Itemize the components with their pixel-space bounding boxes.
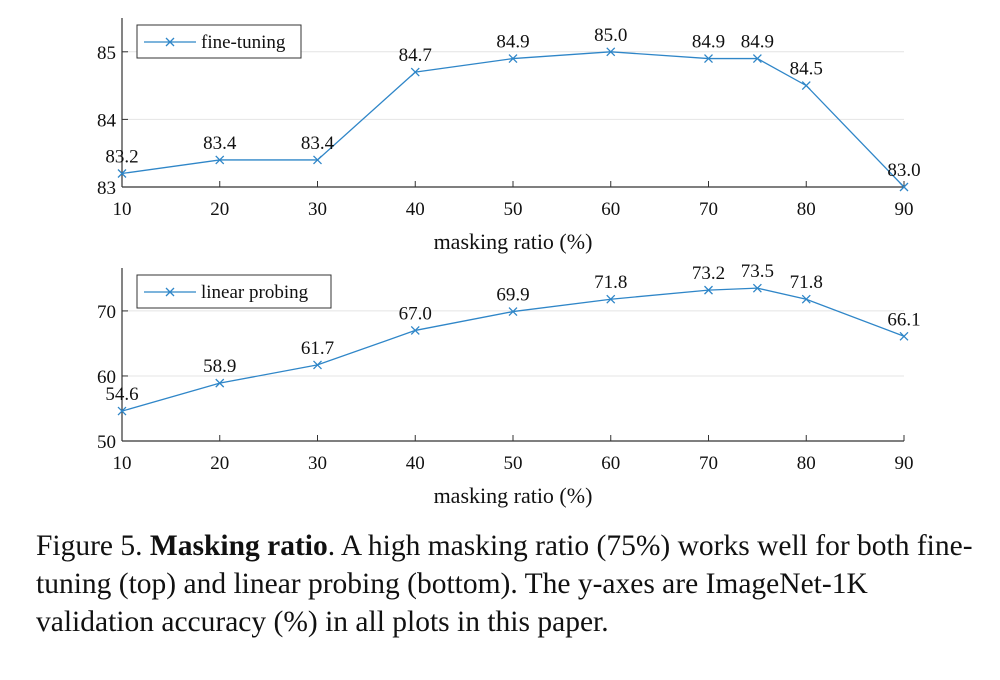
x-tick-label: 80 [797,453,816,474]
data-point-marker [899,182,909,192]
data-point-marker [752,283,762,293]
series-line [121,51,905,188]
data-label: 73.5 [741,261,774,282]
data-point-marker [752,54,762,64]
y-tick-label: 84 [97,110,117,131]
data-point-marker [606,47,616,57]
data-label: 83.4 [301,133,335,154]
data-point-marker [508,307,518,317]
masking-ratio-figure: 83 84 85 10 20 30 40 50 60 70 80 90 masking ratio (%… [97,18,921,508]
data-point-marker [410,67,420,77]
x-tick-label: 50 [504,199,523,220]
data-point-marker [313,360,322,370]
data-label: 84.9 [692,32,725,53]
caption-title: Masking ratio [149,530,328,562]
x-tick-label: 50 [504,453,523,474]
data-label: 73.2 [692,263,725,284]
caption-text: . A high masking ratio (75%) works well … [36,530,973,638]
data-point-marker [508,54,518,64]
legend-marker [165,287,175,297]
data-point-marker [215,378,225,388]
data-point-marker [899,331,909,341]
data-point-marker [410,325,420,335]
data-label: 84.5 [790,59,823,80]
figure-caption: Figure 5. Masking ratio. A high masking … [36,527,986,641]
data-point-marker [313,155,322,165]
y-tick-label: 85 [97,43,116,64]
caption-prefix: Figure 5. [36,530,150,562]
data-label: 85.0 [594,25,627,46]
data-label: 84.9 [741,32,774,53]
x-tick-label: 20 [210,453,229,474]
legend-label: linear probing [201,282,309,303]
x-tick-label: 90 [895,453,914,474]
data-point-marker [606,294,616,304]
data-label: 54.6 [105,384,138,405]
data-label: 66.1 [887,309,920,330]
x-tick-label: 10 [113,199,132,220]
data-point-marker [704,285,713,295]
data-label: 83.0 [887,160,920,181]
x-tick-label: 40 [406,199,425,220]
series-line [121,287,905,412]
data-point-marker [215,155,225,165]
x-tick-label: 60 [601,199,620,220]
y-tick-label: 50 [97,432,116,453]
data-point-marker [117,169,127,178]
legend-label: fine-tuning [201,32,286,53]
x-axis-label: masking ratio (%) [434,483,593,508]
panel-linear-probing: 50 60 70 10 20 30 40 50 60 70 80 90 masking ratio (%… [97,261,921,508]
y-tick-label: 83 [97,178,116,199]
data-point-marker [801,81,811,91]
data-label: 58.9 [203,356,236,377]
legend-marker [165,37,175,47]
x-tick-label: 20 [210,199,229,220]
x-tick-label: 60 [601,453,620,474]
data-label: 71.8 [790,272,823,293]
x-tick-label: 10 [113,453,132,474]
panel-fine-tuning: 83 84 85 10 20 30 40 50 60 70 80 90 masking ratio (%… [97,18,921,254]
data-label: 67.0 [399,303,432,324]
x-tick-label: 30 [308,453,327,474]
data-label: 84.9 [496,32,529,53]
x-tick-label: 70 [699,199,718,220]
y-tick-label: 60 [97,367,116,388]
x-tick-label: 80 [797,199,816,220]
data-point-marker [801,294,811,304]
data-label: 83.2 [105,146,138,167]
data-label: 83.4 [203,133,237,154]
data-label: 69.9 [496,285,529,306]
data-label: 61.7 [301,338,334,359]
data-point-marker [117,406,127,416]
data-label: 84.7 [399,45,432,66]
legend: linear probing [136,274,332,309]
y-tick-label: 70 [97,302,116,323]
x-axis-label: masking ratio (%) [434,229,593,254]
x-tick-label: 70 [699,453,718,474]
x-tick-label: 90 [895,199,914,220]
legend: fine-tuning [136,24,302,59]
x-tick-label: 40 [406,453,425,474]
x-tick-label: 30 [308,199,327,220]
data-label: 71.8 [594,272,627,293]
data-point-marker [704,54,713,64]
